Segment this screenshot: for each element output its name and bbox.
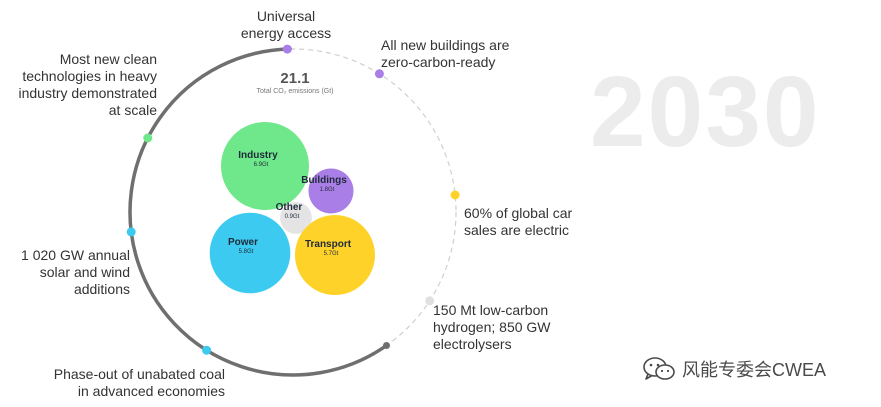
bubble-label-transport: Transport bbox=[305, 239, 352, 250]
milestone-label-line: sales are electric bbox=[464, 222, 570, 238]
bubble-buildings bbox=[308, 168, 354, 214]
milestone-dot-2 bbox=[374, 69, 384, 79]
milestone-label-line: Most new clean bbox=[59, 51, 157, 67]
chart-title-year: 2030 bbox=[590, 56, 821, 168]
milestone-label-6: 1 020 GW annual solar and wind additions bbox=[0, 247, 130, 298]
milestone-label-line: 150 Mt low-carbon bbox=[433, 302, 549, 318]
milestone-label-line: energy access bbox=[240, 25, 332, 41]
total-emissions: 21.1 Total CO₂ emissions (Gt) bbox=[220, 70, 370, 96]
milestone-label-7: Most new clean technologies in heavy indus… bbox=[0, 51, 157, 119]
milestone-label-line: in advanced economies bbox=[77, 383, 225, 399]
total-emissions-caption: Total CO₂ emissions (Gt) bbox=[256, 88, 334, 95]
bubble-industry bbox=[221, 122, 309, 210]
milestone-label-1: Universal energy access bbox=[196, 8, 376, 42]
bubble-power bbox=[209, 212, 291, 294]
bubble-value-transport: 5.7Gt bbox=[324, 251, 339, 257]
watermark-text: 风能专委会CWEA bbox=[682, 360, 826, 380]
milestone-label-line: 60% of global car bbox=[464, 205, 573, 221]
milestone-label-line: additions bbox=[73, 281, 130, 297]
milestone-label-2: All new buildings are zero-carbon-ready bbox=[381, 37, 641, 71]
total-emissions-value: 21.1 bbox=[280, 70, 310, 87]
milestone-label-5: Phase-out of unabated coal in advanced ec… bbox=[15, 366, 225, 400]
bubble-value-buildings: 1.8Gt bbox=[320, 187, 335, 193]
milestone-dot-4 bbox=[425, 296, 435, 306]
watermark: 风能专委会CWEA bbox=[642, 356, 826, 382]
bubble-value-power: 5.8Gt bbox=[239, 249, 254, 255]
milestone-label-line: zero-carbon-ready bbox=[381, 54, 496, 70]
bubble-label-industry: Industry bbox=[238, 150, 278, 161]
bubble-label-power: Power bbox=[228, 237, 258, 248]
bubble-other bbox=[280, 202, 312, 234]
milestone-dot-6 bbox=[126, 227, 136, 237]
milestone-label-line: Universal bbox=[256, 8, 316, 24]
progress-arc-end bbox=[383, 342, 390, 349]
milestone-dot-5 bbox=[202, 345, 212, 355]
milestone-label-line: industry demonstrated bbox=[18, 85, 157, 101]
milestone-label-line: Phase-out of unabated coal bbox=[53, 366, 225, 382]
milestone-label-line: electrolysers bbox=[433, 336, 512, 352]
wechat-icon bbox=[643, 357, 675, 380]
milestone-label-4: 150 Mt low-carbon hydrogen; 850 GW electro… bbox=[433, 302, 633, 353]
milestone-label-line: 1 020 GW annual bbox=[21, 247, 130, 263]
bubble-label-other: Other bbox=[276, 202, 303, 213]
milestone-label-3: 60% of global car sales are electric bbox=[464, 205, 664, 239]
milestone-label-line: technologies in heavy bbox=[22, 68, 157, 84]
bubble-value-industry: 6.9Gt bbox=[254, 162, 269, 168]
milestone-label-line: hydrogen; 850 GW bbox=[433, 319, 551, 335]
milestone-label-line: solar and wind bbox=[39, 264, 130, 280]
bubble-label-buildings: Buildings bbox=[301, 175, 347, 186]
milestone-dot-7 bbox=[143, 133, 153, 143]
bubble-transport bbox=[295, 215, 375, 295]
bubble-value-other: 0.9Gt bbox=[285, 214, 300, 220]
milestone-dot-1 bbox=[282, 44, 292, 54]
milestone-label-line: All new buildings are bbox=[381, 37, 510, 53]
progress-arc bbox=[128, 47, 389, 377]
milestone-dot-3 bbox=[450, 190, 460, 200]
milestone-label-line: at scale bbox=[108, 102, 157, 118]
